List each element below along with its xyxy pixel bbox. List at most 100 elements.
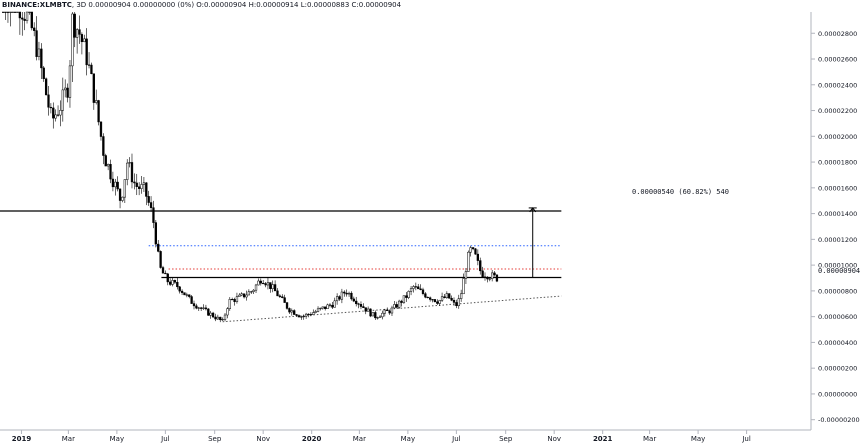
drawing-layer xyxy=(0,207,562,323)
candle xyxy=(75,28,79,54)
candle xyxy=(195,303,198,310)
candle-body xyxy=(491,272,494,279)
candle xyxy=(471,246,475,251)
candle-body xyxy=(152,207,155,223)
candle-body xyxy=(278,295,282,297)
candle-body xyxy=(409,288,413,292)
candle xyxy=(326,303,329,309)
candle-body xyxy=(350,292,353,300)
candle-body xyxy=(359,304,363,307)
candle xyxy=(56,105,60,117)
candle-body xyxy=(197,307,200,309)
candle-body xyxy=(262,282,265,285)
candle xyxy=(312,309,315,316)
candle-body xyxy=(149,202,153,208)
candle xyxy=(4,11,7,21)
candle xyxy=(173,279,177,284)
candle-body xyxy=(479,260,482,272)
candle-body xyxy=(431,299,434,301)
candle-body xyxy=(362,306,365,308)
candle-body xyxy=(271,284,274,289)
candle xyxy=(121,196,124,203)
candle-body xyxy=(30,11,33,29)
candle xyxy=(483,272,487,281)
candle-body xyxy=(283,297,286,303)
candle-body xyxy=(471,247,475,250)
candle xyxy=(345,289,348,297)
measure-label: 0.00000540 (60.82%) 540 xyxy=(632,188,729,196)
dotted-trendline[interactable] xyxy=(222,295,562,323)
candle-body xyxy=(133,181,136,184)
candle xyxy=(204,304,208,311)
candle xyxy=(73,12,76,48)
candle-body xyxy=(188,294,191,297)
candle-body xyxy=(307,313,310,315)
time-axis[interactable] xyxy=(0,431,811,448)
candle-body xyxy=(161,267,165,274)
candle xyxy=(116,176,119,192)
candle-body xyxy=(9,11,12,13)
candle xyxy=(264,282,267,288)
candle-body xyxy=(400,300,403,303)
candle-body xyxy=(104,155,107,167)
candle-body xyxy=(83,38,86,43)
time-tick-label: 2019 xyxy=(12,435,32,443)
price-tick-label: 0.00000200 xyxy=(818,365,857,373)
candle xyxy=(407,290,410,300)
candle xyxy=(460,289,463,302)
candle xyxy=(118,188,122,209)
candle-body xyxy=(166,273,169,283)
candle xyxy=(395,301,398,309)
candle xyxy=(443,293,446,299)
candle-body xyxy=(126,162,129,180)
time-tick-label: Sep xyxy=(208,435,222,443)
candle xyxy=(99,121,103,141)
candle xyxy=(333,297,336,308)
candle-body xyxy=(428,297,432,300)
candle-body xyxy=(364,307,367,312)
candle xyxy=(16,11,19,13)
candle-body xyxy=(192,303,196,307)
candle-body xyxy=(42,67,45,80)
candle xyxy=(297,314,301,318)
time-axis-ticks: 2019 Mar May Jul Sep Nov 2020 Mar May Jul Sep Nov 20… xyxy=(12,430,751,443)
candle xyxy=(164,270,167,275)
candle xyxy=(438,299,441,307)
price-tick-label: 0.00001800 xyxy=(818,159,857,167)
candle-body xyxy=(118,188,122,201)
candle-body xyxy=(402,295,406,303)
candle-body xyxy=(228,299,231,309)
candle xyxy=(469,245,472,257)
candle xyxy=(285,302,289,310)
candle-body xyxy=(462,278,465,295)
candle xyxy=(152,200,155,229)
price-tick-label: 0.00000600 xyxy=(818,313,857,321)
candle xyxy=(137,182,141,196)
candle xyxy=(290,308,293,316)
candle-body xyxy=(345,292,348,295)
candle-body xyxy=(221,319,224,321)
candle-body xyxy=(388,310,391,314)
candle-body xyxy=(2,11,5,13)
candle-body xyxy=(443,296,446,298)
candle xyxy=(273,280,277,292)
candle-body xyxy=(417,286,420,290)
ohlc-values: O:0.00000904 H:0.00000914 L:0.00000883 C… xyxy=(196,1,401,9)
candle-body xyxy=(235,296,239,302)
candle-body xyxy=(316,308,320,312)
candle xyxy=(87,52,91,69)
candle-body xyxy=(250,291,253,293)
price-axis[interactable] xyxy=(812,12,860,430)
candle-body xyxy=(59,110,62,116)
candle xyxy=(293,309,296,315)
candle xyxy=(40,43,43,79)
candle-body xyxy=(397,300,401,308)
candle-body xyxy=(238,294,241,297)
candle-body xyxy=(176,282,179,288)
candle xyxy=(381,310,384,320)
candle xyxy=(371,312,375,317)
candle xyxy=(474,248,477,255)
candle xyxy=(481,266,484,278)
candle-body xyxy=(483,276,487,278)
